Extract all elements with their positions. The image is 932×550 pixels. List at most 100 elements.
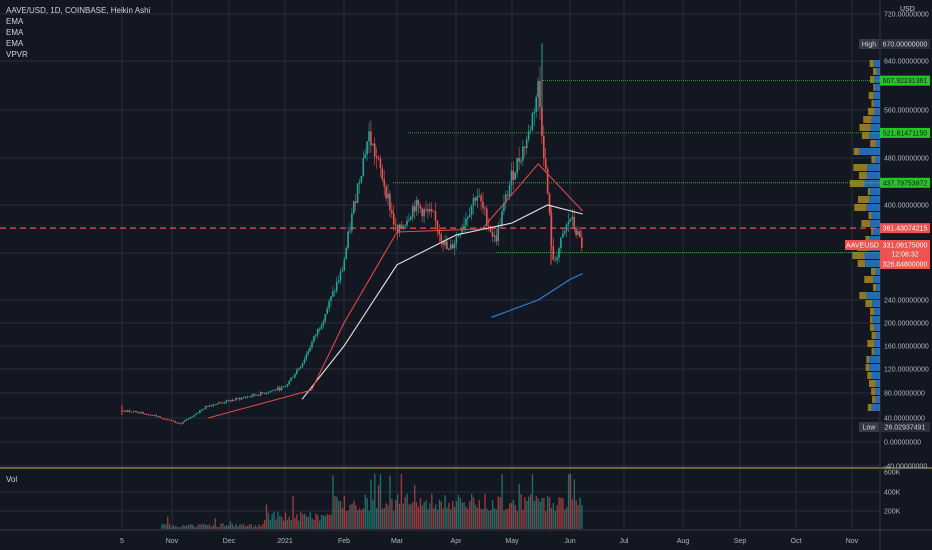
ema-lines bbox=[207, 163, 584, 419]
vpvr-bar bbox=[859, 292, 867, 299]
volume-bar bbox=[358, 508, 361, 529]
candle-body bbox=[548, 193, 551, 213]
candle-body bbox=[385, 186, 387, 199]
vpvr-bar bbox=[863, 116, 872, 123]
candle-body bbox=[147, 414, 150, 415]
x-tick-label: Aug bbox=[677, 538, 690, 545]
volume-bar bbox=[269, 519, 271, 529]
countdown-tag-bg bbox=[880, 249, 930, 259]
candle-body bbox=[126, 410, 129, 412]
candle-body bbox=[489, 226, 492, 232]
volume-bar bbox=[237, 526, 239, 529]
candle-body bbox=[581, 237, 583, 248]
vpvr-bar bbox=[875, 388, 880, 395]
volume-bar bbox=[189, 523, 192, 529]
symbol-title[interactable]: AAVE/USD, 1D, COINBASE, Heikin Ashi bbox=[6, 6, 151, 15]
candle-body bbox=[189, 416, 192, 419]
vpvr-bar bbox=[865, 236, 870, 243]
candle-body bbox=[341, 270, 344, 272]
volume-bar bbox=[431, 493, 433, 529]
candle-body bbox=[567, 221, 570, 225]
candle-body bbox=[457, 235, 460, 237]
candle-body bbox=[170, 419, 173, 421]
candle-body bbox=[250, 396, 252, 397]
candle-body bbox=[206, 406, 209, 408]
volume-bar bbox=[452, 501, 454, 529]
y-tick-label: 480.00000000 bbox=[884, 156, 929, 163]
indicator-ema-1[interactable]: EMA bbox=[6, 17, 24, 26]
candle-body bbox=[134, 411, 137, 412]
vpvr-bar bbox=[866, 172, 880, 179]
volume-bar bbox=[491, 500, 494, 529]
candle-body bbox=[501, 211, 503, 226]
candle-body bbox=[370, 131, 372, 145]
volume-bar bbox=[186, 525, 188, 529]
volume-bar bbox=[267, 512, 270, 529]
volume-bar bbox=[377, 485, 380, 529]
candle-body bbox=[187, 418, 190, 420]
volume-bar bbox=[474, 504, 477, 529]
volume-bar bbox=[488, 510, 490, 529]
candle-body bbox=[299, 366, 302, 369]
candle-body bbox=[130, 411, 133, 413]
volume-bar bbox=[222, 523, 224, 529]
indicator-ema-2[interactable]: EMA bbox=[6, 28, 24, 37]
candle-body bbox=[360, 175, 363, 182]
volume-bar bbox=[279, 515, 281, 529]
indicator-ema-3[interactable]: EMA bbox=[6, 39, 24, 48]
candle-body bbox=[415, 200, 418, 212]
vpvr-bar bbox=[871, 156, 876, 163]
candle-body bbox=[510, 170, 513, 186]
candle-body bbox=[320, 325, 323, 329]
candle-body bbox=[239, 398, 241, 400]
volume-bar bbox=[484, 493, 486, 529]
vpvr-bar bbox=[869, 236, 880, 243]
vpvr-bar bbox=[869, 364, 880, 371]
volume-tick-label: 200K bbox=[884, 509, 901, 516]
candle-body bbox=[142, 411, 144, 414]
candle-body bbox=[157, 416, 159, 418]
volume-bar bbox=[282, 520, 285, 529]
y-tick-label: 640.00000000 bbox=[884, 59, 929, 66]
volume-bar bbox=[336, 496, 338, 529]
vpvr-bar bbox=[874, 308, 880, 315]
candle-body bbox=[356, 183, 359, 203]
candle-body bbox=[286, 384, 289, 387]
candle-body bbox=[208, 405, 211, 407]
volume-bar bbox=[490, 510, 492, 529]
candle-body bbox=[535, 97, 537, 112]
volume-bar bbox=[408, 504, 410, 529]
candle-body bbox=[463, 225, 465, 229]
vpvr-bar bbox=[859, 124, 871, 131]
candle-body bbox=[332, 291, 334, 297]
vpvr-bar bbox=[859, 148, 880, 155]
vpvr-bar bbox=[853, 148, 860, 155]
candle-body bbox=[497, 225, 499, 242]
volume-bar bbox=[229, 521, 232, 529]
indicator-vpvr[interactable]: VPVR bbox=[6, 50, 28, 59]
low-value-text: 26.02937491 bbox=[885, 425, 926, 432]
volume-bar bbox=[210, 526, 213, 529]
volume-bar bbox=[419, 498, 422, 529]
volume-bar bbox=[423, 502, 425, 529]
volume-bar bbox=[507, 508, 509, 529]
candle-body bbox=[396, 224, 399, 233]
vpvr-bar bbox=[866, 204, 880, 211]
candle-body bbox=[311, 341, 313, 348]
volume-bar bbox=[531, 474, 534, 529]
volume-bar bbox=[455, 501, 458, 529]
candle-body bbox=[427, 209, 429, 212]
volume-bar bbox=[505, 508, 507, 529]
y-tick-label: 120.00000000 bbox=[884, 367, 929, 374]
candle-body bbox=[221, 402, 224, 404]
vpvr-bar bbox=[852, 252, 865, 259]
volume-bar bbox=[436, 509, 439, 529]
volume-bar bbox=[324, 516, 327, 529]
volume-bar bbox=[252, 527, 254, 529]
candle-body bbox=[149, 414, 152, 416]
volume-bar bbox=[395, 500, 397, 529]
level-tag: 521.81471150 bbox=[880, 127, 930, 138]
volume-bar bbox=[235, 524, 237, 529]
volume-bar bbox=[357, 510, 359, 529]
